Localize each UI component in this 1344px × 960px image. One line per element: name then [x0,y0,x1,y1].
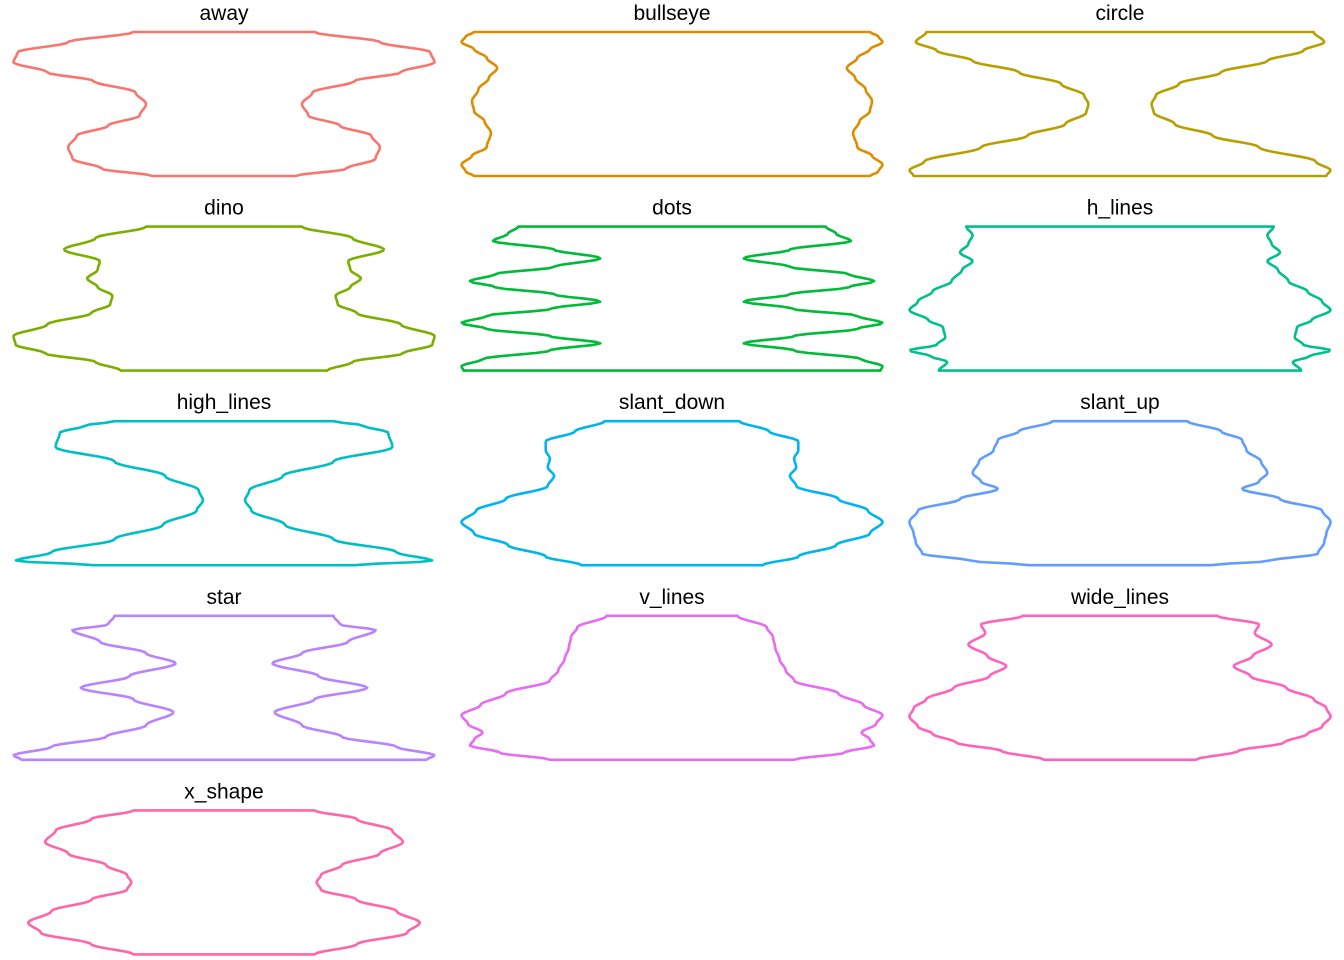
facet-panel-slant-up: slant_up [908,391,1332,567]
facet-title: slant_down [619,391,725,414]
facet-panel-x-shape: x_shape [26,780,422,956]
violin-dino [12,225,436,372]
facet-panel-h-lines: h_lines [908,197,1332,372]
violin-h-lines [908,225,1332,372]
facet-title: star [206,586,241,609]
violin-x-shape [26,809,422,956]
facet-title: away [199,2,249,25]
facet-panel-high-lines: high_lines [14,391,434,567]
violin-slant-down [460,419,884,567]
violin-dots [460,225,884,372]
facet-title: wide_lines [1070,586,1169,609]
facet-panel-dots: dots [460,197,884,372]
facet-title: dino [204,197,244,220]
facet-title: circle [1095,2,1144,25]
facet-title: h_lines [1087,197,1154,220]
facet-title: high_lines [177,391,272,414]
facet-title: dots [652,197,692,220]
facet-panel-slant-down: slant_down [460,391,884,567]
facet-panel-v-lines: v_lines [460,586,884,762]
violin-wide-lines [908,614,1332,762]
violin-high-lines [14,419,434,567]
facet-title: v_lines [639,586,704,609]
violin-away [12,30,436,178]
facet-title: slant_up [1080,391,1159,414]
facet-title: bullseye [633,2,710,25]
facet-title: x_shape [184,780,263,803]
facet-panel-circle: circle [908,2,1332,178]
facet-panel-away: away [12,2,436,178]
violin-v-lines [460,614,884,762]
violin-bullseye [460,30,884,178]
facet-panel-bullseye: bullseye [460,2,884,178]
violin-circle [908,30,1332,178]
violin-star [12,614,436,762]
facet-panel-dino: dino [12,197,436,372]
violin-slant-up [908,419,1332,567]
facet-panel-star: star [12,586,436,762]
facet-panel-wide-lines: wide_lines [908,586,1332,762]
